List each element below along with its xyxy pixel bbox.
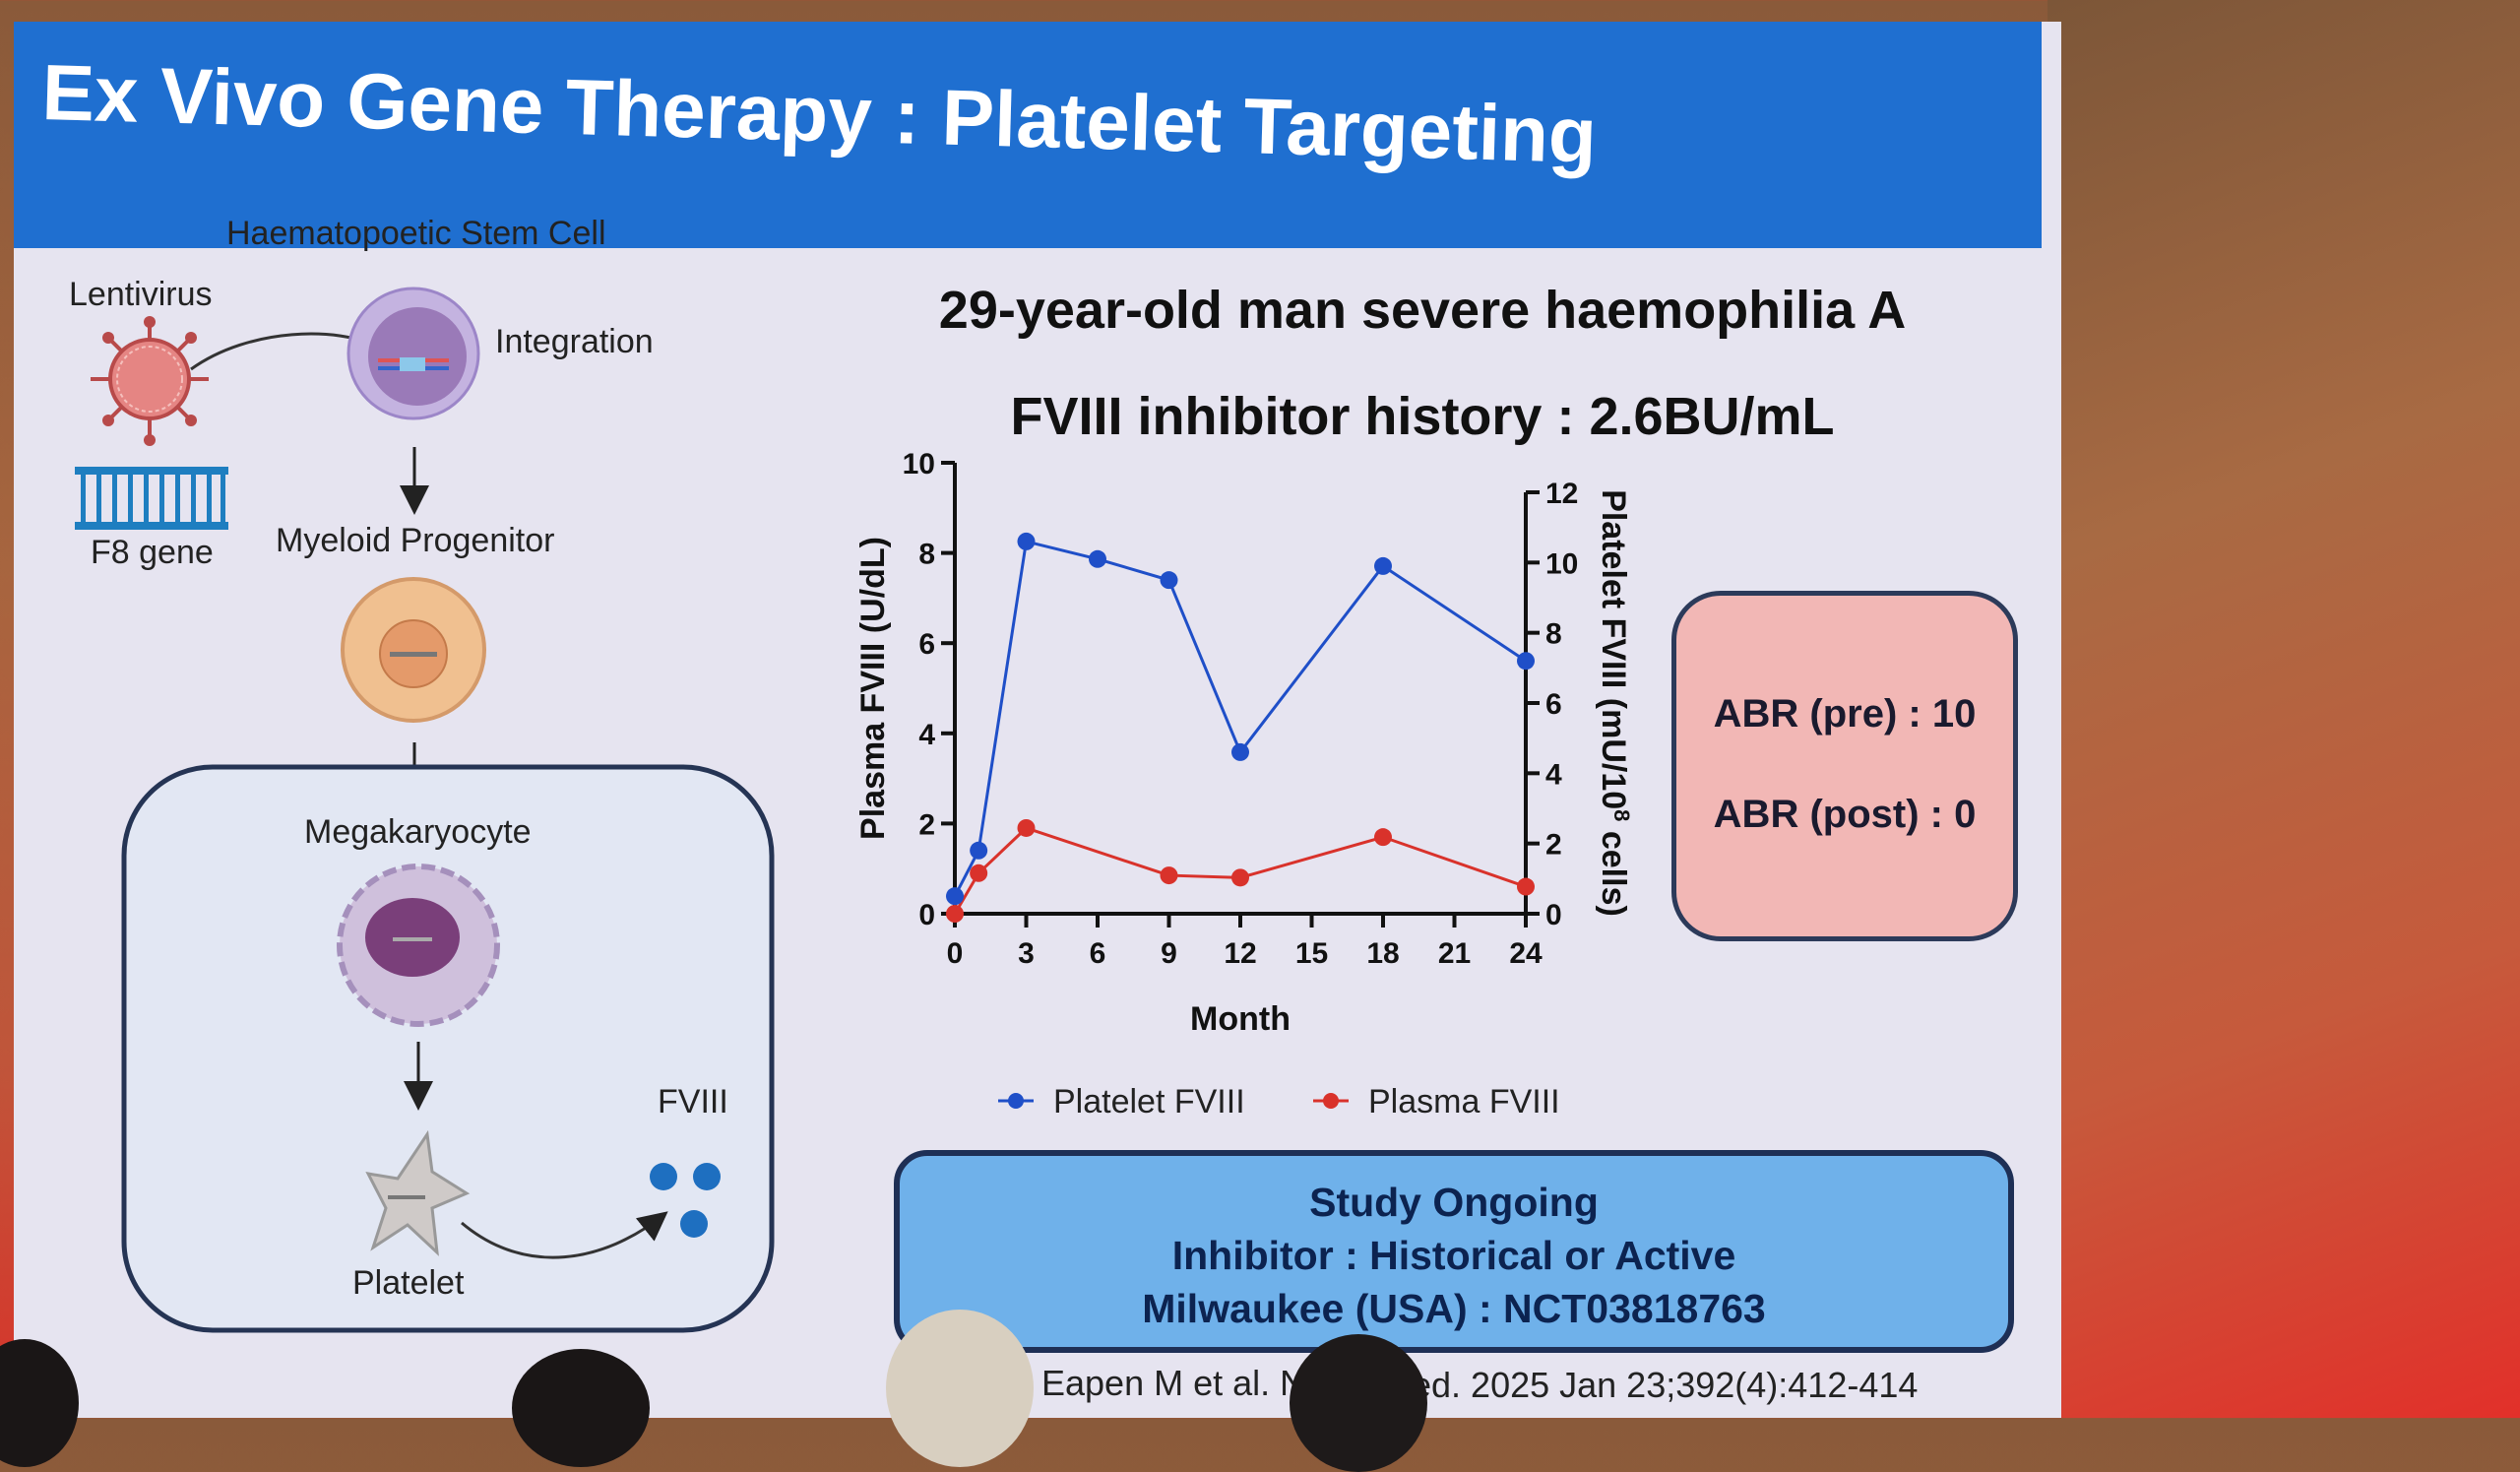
study-location: Milwaukee (USA) : NCT03818763 bbox=[1142, 1286, 1766, 1331]
platelet-fviii-point bbox=[1160, 571, 1178, 590]
hsc-label: Haematopoetic Stem Cell bbox=[226, 215, 606, 252]
megakaryocyte-icon bbox=[337, 864, 500, 1027]
legend-plasma-fviii-label: Plasma FVIII bbox=[1368, 1083, 1560, 1120]
y-left-tick-label: 0 bbox=[918, 899, 935, 931]
citation-part1: Eapen M et al. N bbox=[1041, 1363, 1306, 1403]
audience-head bbox=[886, 1310, 1034, 1467]
platelet-fviii-point bbox=[1517, 652, 1535, 671]
plasma-fviii-point bbox=[1017, 818, 1036, 837]
y-left-tick-label: 10 bbox=[903, 448, 935, 480]
presentation-slide: Ex Vivo Gene Therapy : Platelet Targetin… bbox=[14, 22, 2061, 1418]
platelet-fviii-point bbox=[1017, 532, 1036, 550]
platelet-fviii-point bbox=[970, 841, 988, 860]
platelet-fviii-point bbox=[1374, 556, 1392, 575]
audience-head bbox=[1290, 1334, 1427, 1472]
y-left-tick-label: 6 bbox=[918, 628, 935, 661]
platelet-icon bbox=[365, 1129, 471, 1256]
legend-plasma-fviii-marker bbox=[1323, 1093, 1339, 1109]
study-inhibitor: Inhibitor : Historical or Active bbox=[1171, 1233, 1736, 1278]
background-wall bbox=[2048, 0, 2520, 1418]
y-left-axis-label: Plasma FVIII (U/dL) bbox=[854, 537, 892, 840]
plasma-fviii-point bbox=[946, 905, 964, 923]
myeloid-progenitor-icon bbox=[341, 577, 486, 723]
fviii-molecules-icon bbox=[650, 1163, 721, 1238]
x-tick-label: 18 bbox=[1366, 937, 1399, 970]
platelet-fviii-line bbox=[953, 540, 1527, 897]
y-left-tick-label: 2 bbox=[918, 808, 935, 841]
platelet-fviii-point bbox=[1089, 549, 1106, 568]
fviii-label: FVIII bbox=[658, 1083, 728, 1120]
legend-platelet-fviii-label: Platelet FVIII bbox=[1053, 1083, 1245, 1120]
platelet-label: Platelet bbox=[352, 1264, 465, 1302]
plasma-fviii-point bbox=[1374, 828, 1392, 847]
study-info-box: Study Ongoing Inhibitor : Historical or … bbox=[894, 1150, 2014, 1353]
audience-head bbox=[512, 1349, 650, 1467]
inhibitor-history: FVIII inhibitor history : 2.6BU/mL bbox=[1010, 387, 1835, 446]
plasma-fviii-point bbox=[1160, 866, 1178, 885]
citation-part2: ed. 2025 Jan 23;392(4):412-414 bbox=[1412, 1365, 1919, 1405]
y-right-tick-label: 2 bbox=[1545, 829, 1562, 862]
fviii-line-chart: 0 3 6 9 12 15 18 21 240246810024681012MonthPlasm… bbox=[854, 448, 1634, 1120]
y-right-axis-label: Platelet FVIII (mU/108 cells) bbox=[1595, 489, 1634, 917]
stem-cell-icon bbox=[346, 287, 480, 420]
y-left-tick-label: 4 bbox=[918, 719, 935, 751]
plasma-fviii-point bbox=[1517, 877, 1535, 896]
platelet-fviii-point bbox=[1231, 742, 1249, 761]
lentivirus-label: Lentivirus bbox=[69, 276, 213, 313]
lentivirus-icon bbox=[91, 316, 209, 446]
myeloid-progenitor-label: Myeloid Progenitor bbox=[276, 522, 555, 559]
abr-box: ABR (pre) : 10 ABR (post) : 0 bbox=[1671, 591, 2018, 941]
f8-gene-dna-icon bbox=[75, 467, 228, 530]
x-tick-label: 9 bbox=[1161, 937, 1177, 970]
megakaryocyte-box bbox=[121, 764, 775, 1333]
x-tick-label: 3 bbox=[1018, 937, 1035, 970]
y-right-tick-label: 12 bbox=[1545, 478, 1578, 510]
y-right-tick-label: 0 bbox=[1545, 899, 1562, 931]
y-right-tick-label: 4 bbox=[1545, 758, 1562, 791]
legend-platelet-fviii-marker bbox=[1008, 1093, 1024, 1109]
y-right-tick-label: 8 bbox=[1545, 618, 1562, 651]
y-right-tick-label: 6 bbox=[1545, 688, 1562, 721]
plasma-fviii-point bbox=[1231, 868, 1249, 887]
x-tick-label: 0 bbox=[947, 937, 964, 970]
x-tick-label: 21 bbox=[1438, 937, 1471, 970]
f8-gene-label: F8 gene bbox=[91, 534, 214, 571]
megakaryocyte-label: Megakaryocyte bbox=[304, 813, 532, 851]
integration-label: Integration bbox=[495, 323, 654, 360]
x-axis-label: Month bbox=[1190, 1000, 1291, 1038]
x-tick-label: 6 bbox=[1090, 937, 1106, 970]
x-tick-label: 15 bbox=[1295, 937, 1328, 970]
secretion-arrow bbox=[461, 1211, 668, 1259]
study-status: Study Ongoing bbox=[1309, 1180, 1599, 1225]
y-right-tick-label: 10 bbox=[1545, 547, 1578, 580]
plasma-fviii-point bbox=[970, 864, 988, 882]
title-bar: Ex Vivo Gene Therapy : Platelet Targetin… bbox=[14, 22, 2042, 248]
gene-therapy-diagram bbox=[75, 287, 775, 1333]
platelet-fviii-point bbox=[946, 887, 964, 906]
patient-subtitle: 29-year-old man severe haemophilia A bbox=[938, 281, 1907, 340]
y-left-tick-label: 8 bbox=[918, 539, 935, 571]
abr-pre: ABR (pre) : 10 bbox=[1713, 692, 1977, 736]
x-tick-label: 12 bbox=[1224, 937, 1256, 970]
x-tick-label: 24 bbox=[1509, 937, 1543, 970]
abr-post: ABR (post) : 0 bbox=[1713, 793, 1977, 836]
